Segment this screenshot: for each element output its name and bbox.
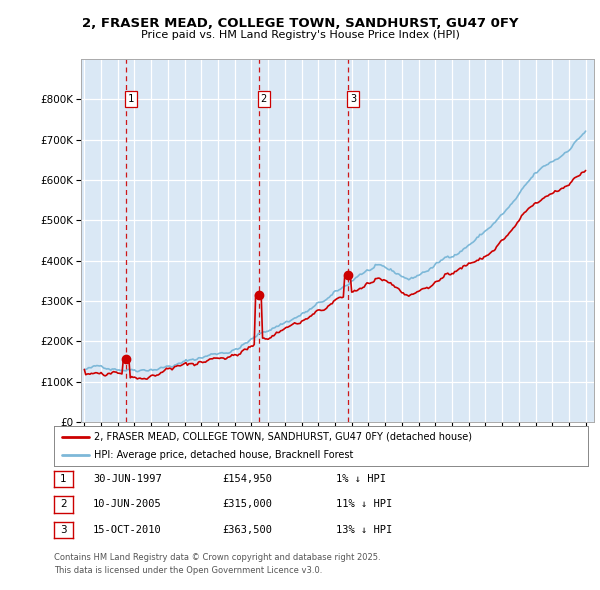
Text: 1% ↓ HPI: 1% ↓ HPI [336,474,386,484]
Text: HPI: Average price, detached house, Bracknell Forest: HPI: Average price, detached house, Brac… [94,450,353,460]
Text: 30-JUN-1997: 30-JUN-1997 [93,474,162,484]
Text: 15-OCT-2010: 15-OCT-2010 [93,525,162,535]
Text: 1: 1 [128,94,134,104]
Text: £315,000: £315,000 [222,500,272,509]
Text: 10-JUN-2005: 10-JUN-2005 [93,500,162,509]
Text: Price paid vs. HM Land Registry's House Price Index (HPI): Price paid vs. HM Land Registry's House … [140,30,460,40]
Text: 2: 2 [60,500,67,509]
Text: 1: 1 [60,474,67,484]
Text: This data is licensed under the Open Government Licence v3.0.: This data is licensed under the Open Gov… [54,566,322,575]
Text: 13% ↓ HPI: 13% ↓ HPI [336,525,392,535]
Text: 3: 3 [60,525,67,535]
Text: Contains HM Land Registry data © Crown copyright and database right 2025.: Contains HM Land Registry data © Crown c… [54,553,380,562]
Text: £363,500: £363,500 [222,525,272,535]
Text: 2, FRASER MEAD, COLLEGE TOWN, SANDHURST, GU47 0FY: 2, FRASER MEAD, COLLEGE TOWN, SANDHURST,… [82,17,518,30]
Text: 2: 2 [260,94,267,104]
Text: 3: 3 [350,94,356,104]
Text: 11% ↓ HPI: 11% ↓ HPI [336,500,392,509]
Text: £154,950: £154,950 [222,474,272,484]
Text: 2, FRASER MEAD, COLLEGE TOWN, SANDHURST, GU47 0FY (detached house): 2, FRASER MEAD, COLLEGE TOWN, SANDHURST,… [94,432,472,442]
